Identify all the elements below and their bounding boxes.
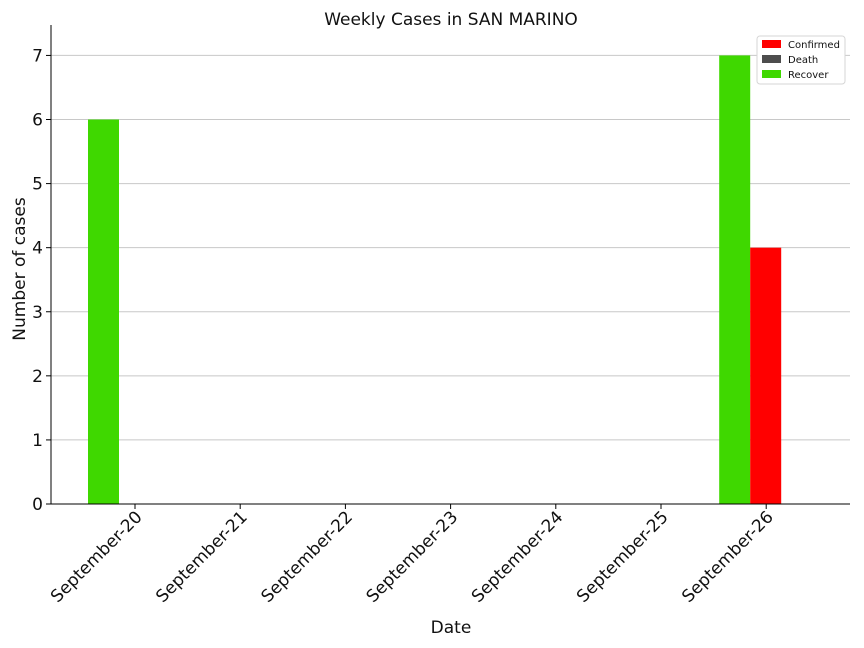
x-tick-label: September-25 [573,507,672,606]
bar-confirmed-september-26 [750,247,782,504]
chart-title: Weekly Cases in SAN MARINO [324,10,578,30]
y-tick-label: 5 [32,175,43,195]
x-tick-labels: September-20 September-21 September-22 Sept… [47,504,778,607]
legend-swatch-confirmed [762,40,781,48]
x-tick-label: September-20 [47,507,146,606]
y-tick-label: 0 [32,495,43,515]
legend-swatch-recover [762,70,781,78]
y-tick-label: 3 [32,303,43,323]
legend: Confirmed Death Recover [756,35,846,85]
legend-label-recover: Recover [788,70,829,81]
x-tick-label: September-22 [257,507,356,606]
y-axis-label: Number of cases [10,197,30,341]
y-tick-label: 6 [32,111,43,131]
x-axis-label: Date [431,618,472,638]
bar-recover-september-20 [88,119,119,505]
y-tick-label: 7 [32,46,43,66]
x-tick-label: September-23 [363,507,462,606]
x-tick-label: September-26 [678,507,777,606]
legend-label-confirmed: Confirmed [788,40,840,51]
legend-label-death: Death [788,55,818,66]
gridlines [51,54,850,441]
y-tick-labels: 0 1 2 3 4 5 6 7 [32,46,51,515]
bar-recover-september-26 [719,55,751,505]
x-tick-label: September-21 [152,507,251,606]
y-tick-label: 2 [32,367,43,387]
y-tick-label: 1 [32,431,43,451]
bars [88,55,782,505]
x-tick-label: September-24 [468,507,567,606]
y-tick-label: 4 [32,239,43,259]
legend-swatch-death [762,55,781,63]
